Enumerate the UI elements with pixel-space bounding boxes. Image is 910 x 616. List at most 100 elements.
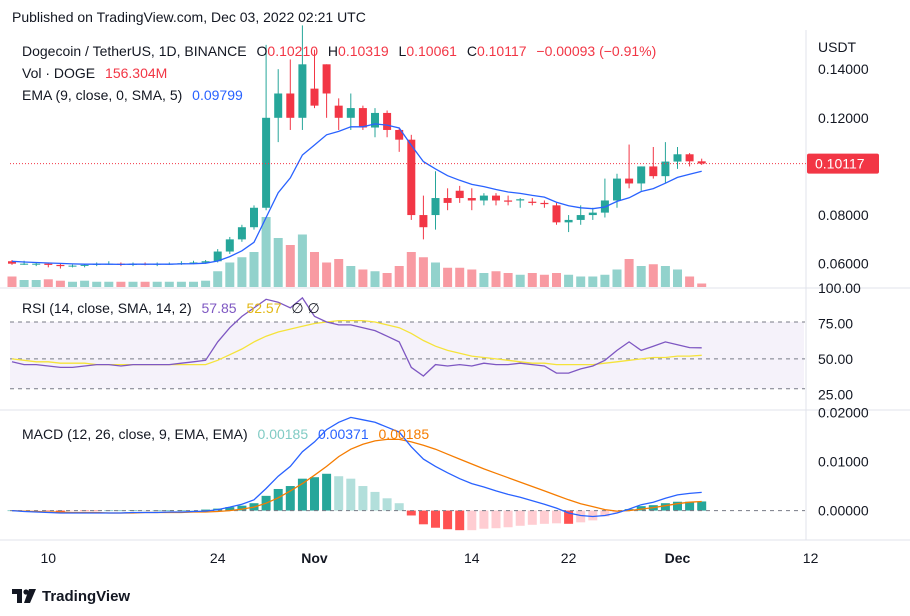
- footer-brand[interactable]: TradingView: [12, 585, 130, 607]
- published-caption: Published on TradingView.com, Dec 03, 20…: [12, 9, 366, 25]
- macd-hist-bar: [358, 486, 368, 511]
- candle-body: [455, 190, 464, 199]
- open-label: O: [256, 43, 268, 59]
- macd-hist-bar: [382, 498, 392, 511]
- macd-hist-bar: [515, 510, 525, 526]
- volume-bar: [104, 281, 114, 287]
- candle-body: [613, 178, 621, 201]
- rsi-extra-values: ∅ ∅: [291, 300, 320, 316]
- time-axis-tick: 14: [464, 550, 480, 566]
- time-axis-tick: Dec: [665, 550, 691, 566]
- volume-bar: [164, 281, 174, 287]
- volume-bar: [346, 266, 356, 287]
- volume-bar: [685, 276, 695, 287]
- volume-bar: [273, 238, 283, 287]
- high-value: 0.10319: [338, 43, 389, 59]
- candle-body: [262, 117, 271, 208]
- volume-bar: [55, 280, 65, 287]
- symbol-legend[interactable]: Dogecoin / TetherUS, 1D, BINANCE O0.1021…: [22, 43, 662, 59]
- candle-body: [20, 263, 29, 265]
- candle-body: [383, 112, 392, 130]
- candle-body: [310, 88, 319, 106]
- volume-bar: [418, 257, 428, 287]
- price-axis: USDT 0.14000 0.12000 0.08000 0.06000 0.10117: [807, 39, 879, 272]
- macd-hist-bar: [673, 501, 682, 511]
- macd-hist-bar: [406, 510, 416, 516]
- volume-bar: [382, 273, 392, 287]
- macd-hist-bar: [455, 510, 465, 531]
- volume-bar: [176, 281, 186, 287]
- macd-hist-bar: [394, 503, 404, 511]
- volume-bar: [394, 266, 404, 287]
- macd-hist-bar: [660, 503, 670, 511]
- volume-bar: [261, 217, 271, 287]
- candle-body: [8, 261, 16, 264]
- macd-signal-value: 0.00185: [378, 426, 430, 442]
- volume-bar: [31, 280, 41, 287]
- candle-body: [237, 227, 246, 240]
- macd-hist-bar: [576, 510, 586, 523]
- macd-hist-bar: [68, 510, 77, 512]
- ema-label: EMA (9, close, 0, SMA, 5): [22, 87, 183, 103]
- macd-hist-bar: [600, 510, 610, 517]
- macd-hist-bar: [503, 510, 513, 528]
- macd-hist-bar: [116, 510, 126, 512]
- volume-bar: [697, 283, 707, 287]
- macd-hist-bar: [418, 510, 428, 525]
- volume-bar: [297, 234, 307, 287]
- macd-axis-tick: 0.01000: [818, 454, 869, 470]
- candle-body: [371, 112, 379, 128]
- macd-hist-bar: [164, 510, 174, 511]
- volume-bar: [443, 267, 453, 287]
- candle-body: [80, 264, 89, 266]
- macd-hist-bar: [539, 510, 549, 524]
- macd-axis: 0.02000 0.01000 0.00000: [818, 404, 869, 518]
- candles-layer: [8, 25, 706, 269]
- volume-bar: [310, 252, 319, 287]
- volume-bar: [358, 269, 368, 287]
- candle-body: [697, 161, 706, 164]
- rsi-axis-tick: 75.00: [818, 315, 853, 331]
- candle-body: [56, 264, 65, 267]
- macd-hist-bar: [322, 473, 332, 511]
- candle-body: [358, 108, 367, 128]
- macd-legend[interactable]: MACD (12, 26, close, 9, EMA, EMA) 0.0018…: [22, 426, 435, 442]
- volume-bar: [225, 262, 235, 287]
- macd-hist-bar: [189, 510, 198, 511]
- macd-label: MACD (12, 26, close, 9, EMA, EMA): [22, 426, 248, 442]
- last-price-label: 0.10117: [815, 156, 865, 172]
- rsi-axis: 100.00 75.00 50.00 25.00: [818, 280, 861, 402]
- volume-bar: [322, 262, 332, 287]
- volume-bar: [201, 280, 211, 287]
- low-value: 0.10061: [406, 43, 457, 59]
- candle-body: [334, 105, 343, 118]
- candle-body: [673, 154, 682, 162]
- candle-body: [649, 166, 658, 177]
- candle-body: [298, 64, 307, 118]
- price-axis-tick: 0.14000: [818, 61, 869, 77]
- macd-hist-bar: [431, 510, 440, 528]
- macd-line-value: 0.00371: [318, 426, 369, 442]
- rsi-legend[interactable]: RSI (14, close, SMA, 14, 2) 57.85 52.57 …: [22, 300, 326, 317]
- macd-hist-bar: [334, 476, 344, 511]
- macd-line: [11, 416, 702, 518]
- candle-body: [395, 129, 404, 140]
- candle-body: [685, 154, 694, 162]
- macd-hist-bar: [225, 507, 235, 511]
- macd-axis-tick: 0.00000: [818, 503, 869, 519]
- time-axis-tick: Nov: [301, 550, 328, 566]
- volume-bar: [116, 281, 126, 287]
- candle-body: [637, 166, 646, 184]
- candle-body: [467, 198, 476, 201]
- change-value: −0.00093 (−0.91%): [536, 43, 657, 59]
- footer-brand-text: TradingView: [42, 587, 131, 605]
- price-axis-tick: 0.12000: [818, 110, 869, 126]
- volume-legend[interactable]: Vol · DOGE 156.304M: [22, 65, 173, 81]
- candle-body: [576, 215, 585, 220]
- candle-body: [32, 263, 41, 265]
- candle-body: [540, 202, 549, 205]
- price-axis-tick: 0.08000: [818, 207, 869, 223]
- volume-bar: [588, 276, 598, 287]
- ema-legend[interactable]: EMA (9, close, 0, SMA, 5) 0.09799: [22, 87, 249, 103]
